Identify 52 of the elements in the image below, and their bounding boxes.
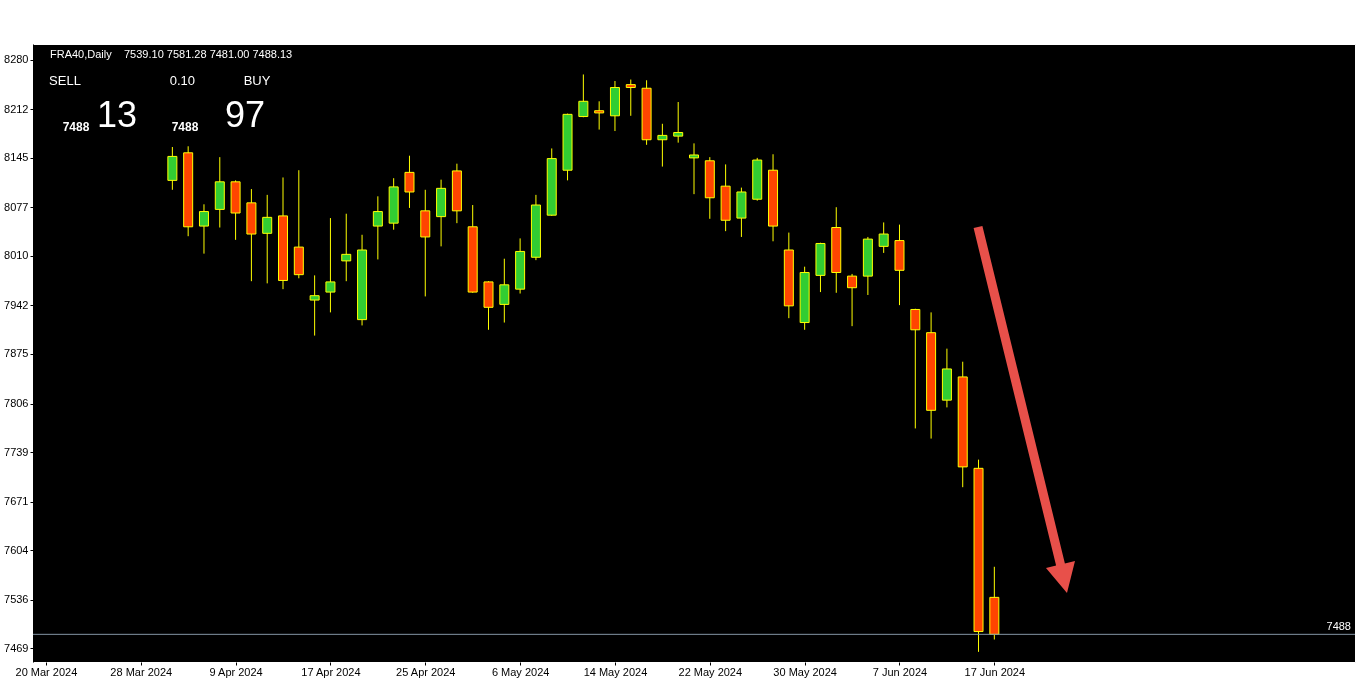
y-tick-label: 7942 [4,298,29,311]
candlestick [625,79,636,117]
ref-line-label: 7488 [1326,620,1351,633]
candlestick [878,221,889,254]
chart-subtitle: 7539.10 7581.28 7481.00 7488.13 [124,48,293,60]
candlestick [910,308,921,429]
annotation: 7488 [62,120,90,134]
annotation: SELL [49,73,81,88]
annotation: 97 [224,94,266,135]
candlestick [594,100,605,131]
candlestick [673,101,684,144]
x-tick-label: 28 Mar 2024 [110,665,173,678]
chart-title: FRA40,Daily [50,48,113,60]
x-tick-label: 6 May 2024 [491,665,550,678]
annotation: 0.10 [169,73,195,88]
y-tick-label: 7806 [4,397,29,410]
x-tick-label: 22 May 2024 [678,665,743,678]
y-tick-label: 7536 [4,593,29,606]
x-tick-label: 9 Apr 2024 [209,665,263,678]
y-tick-label: 7739 [4,445,29,458]
y-tick-label: 7604 [4,543,29,556]
y-tick-label: 7875 [4,347,29,360]
candlestick [198,203,209,255]
candlestick [578,73,589,118]
candlestick [167,146,178,191]
y-tick-label: 7671 [4,495,29,508]
x-tick-label: 7 Jun 2024 [872,665,928,678]
y-tick-label: 7469 [4,641,29,654]
x-tick-label: 17 Jun 2024 [964,665,1026,678]
y-tick-label: 8010 [4,249,29,262]
candlestick [309,274,320,337]
x-tick-label: 30 May 2024 [773,665,837,678]
candlestick [404,155,415,209]
annotation: 13 [96,94,138,135]
x-tick-label: 14 May 2024 [583,665,648,678]
y-tick-label: 8280 [4,53,29,66]
candlestick [847,273,858,327]
annotation: BUY [243,73,271,88]
x-tick-label: 17 Apr 2024 [301,665,361,678]
y-tick-label: 8212 [4,102,29,115]
y-tick-label: 8145 [4,151,29,164]
y-tick-label: 8077 [4,200,29,213]
candlestick [341,213,352,282]
x-tick-label: 20 Mar 2024 [15,665,78,678]
candlestick [325,217,336,313]
x-tick-label: 25 Apr 2024 [396,665,456,678]
annotation: 7488 [171,120,199,134]
candlestick [499,258,510,324]
candlestick [372,195,383,260]
candlestick [262,194,273,284]
candlestick [657,123,668,168]
candlestick [689,142,699,195]
